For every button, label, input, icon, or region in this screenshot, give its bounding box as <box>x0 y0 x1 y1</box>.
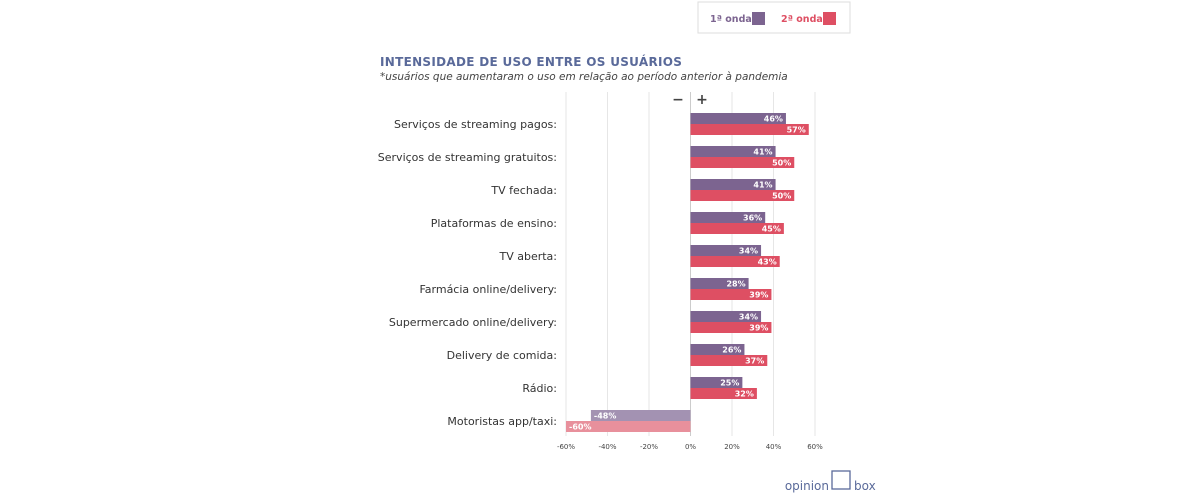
data-label-series-2: 43% <box>758 258 777 267</box>
bar-series-2 <box>690 124 809 135</box>
legend: 1ª onda 2ª onda <box>697 1 851 34</box>
bar-series-1 <box>690 377 743 388</box>
logo-text-left: opinion <box>785 479 829 493</box>
data-label-series-2: 45% <box>762 225 781 234</box>
category-label: Supermercado online/delivery: <box>389 316 557 329</box>
bar-series-2 <box>690 322 772 333</box>
data-label-series-1: 25% <box>720 379 739 388</box>
data-label-series-1: 26% <box>722 346 741 355</box>
bar-series-1 <box>690 245 762 256</box>
x-tick-label: -20% <box>640 443 658 451</box>
bar-series-2 <box>690 223 784 234</box>
bar-series-2 <box>690 388 757 399</box>
category-label: Delivery de comida: <box>447 349 557 362</box>
x-tick-label: 20% <box>724 443 740 451</box>
category-label: TV fechada: <box>490 184 557 197</box>
x-tick-label: 60% <box>807 443 823 451</box>
legend-label-series-1: 1ª onda <box>710 14 752 25</box>
data-label-series-1: 41% <box>753 181 772 190</box>
bar-series-1 <box>690 311 762 322</box>
data-label-series-2: 57% <box>787 126 806 135</box>
x-axis-ticks: -60% -40% -20% 0% 20% 40% 60% <box>557 443 823 451</box>
bar-series-2 <box>690 355 768 366</box>
data-label-series-1: 34% <box>739 247 758 256</box>
category-label: Serviços de streaming pagos: <box>394 118 557 131</box>
bar-series-1 <box>690 278 749 289</box>
chart-subtitle: *usuários que aumentaram o uso em relaçã… <box>380 71 788 83</box>
logo-square-icon <box>831 470 851 490</box>
category-label: Motoristas app/taxi: <box>447 415 557 428</box>
data-label-series-2: 32% <box>735 390 754 399</box>
bar-series-1 <box>690 113 786 124</box>
bar-series-1 <box>690 179 776 190</box>
data-label-series-2: 39% <box>749 324 768 333</box>
data-label-series-1: 28% <box>726 280 745 289</box>
data-label-series-1: 46% <box>764 115 783 124</box>
data-label-series-1: 36% <box>743 214 762 223</box>
data-label-series-2: -60% <box>569 423 591 432</box>
legend-swatch-series-1 <box>752 12 765 25</box>
data-label-series-2: 50% <box>772 192 791 201</box>
category-label: Farmácia online/delivery: <box>419 283 557 296</box>
bar-series-2 <box>690 190 795 201</box>
data-label-series-1: 41% <box>753 148 772 157</box>
plus-sign: + <box>696 92 708 108</box>
chart-title: INTENSIDADE DE USO ENTRE OS USUÁRIOS <box>380 54 682 69</box>
minus-sign: − <box>672 92 684 108</box>
bar-series-1 <box>690 212 766 223</box>
bar-series-2 <box>690 256 780 267</box>
bar-series-2 <box>690 157 795 168</box>
x-tick-label: -60% <box>557 443 575 451</box>
category-label: Rádio: <box>522 382 557 395</box>
legend-label-series-2: 2ª onda <box>781 14 823 25</box>
data-label-series-2: 50% <box>772 159 791 168</box>
bars: 46%57%41%50%41%50%36%45%34%43%28%39%34%3… <box>566 113 809 432</box>
category-label: Serviços de streaming gratuitos: <box>378 151 557 164</box>
bar-series-1 <box>690 344 745 355</box>
data-label-series-2: 37% <box>745 357 764 366</box>
category-label: Plataformas de ensino: <box>431 217 557 230</box>
data-label-series-1: -48% <box>594 412 616 421</box>
bar-series-2 <box>690 289 772 300</box>
opinion-box-logo: opinion box <box>785 470 876 493</box>
data-label-series-1: 34% <box>739 313 758 322</box>
x-tick-label: 40% <box>766 443 782 451</box>
bar-series-1 <box>590 410 691 421</box>
x-tick-label: 0% <box>685 443 696 451</box>
data-label-series-2: 39% <box>749 291 768 300</box>
x-tick-label: -40% <box>598 443 616 451</box>
legend-swatch-series-2 <box>823 12 836 25</box>
category-label: TV aberta: <box>498 250 557 263</box>
bar-series-1 <box>690 146 776 157</box>
category-labels: Serviços de streaming pagos: Serviços de … <box>378 118 557 428</box>
logo-text-right: box <box>854 479 876 493</box>
bar-series-2 <box>566 421 691 432</box>
